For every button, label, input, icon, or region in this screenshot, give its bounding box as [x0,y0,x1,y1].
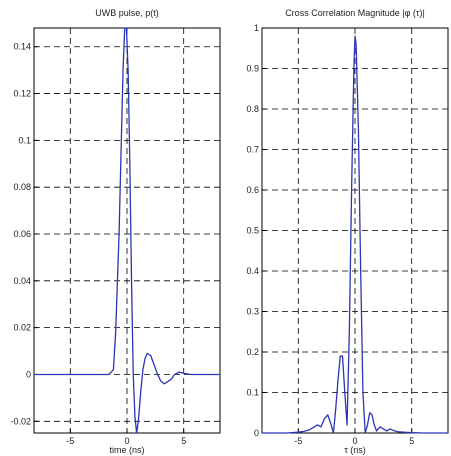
correlation-y-tick-label: 0.3 [246,307,259,317]
correlation-y-tick-label: 0.5 [246,226,259,236]
correlation-curve-layer [262,35,448,434]
pulse-chart: -0.02 0 0.02 0.04 0.06 0.08 0.1 0.12 0.14 -5 0 5 UW… [10,8,221,455]
correlation-grid [262,27,448,434]
pulse-y-tick-label: 0.08 [13,182,31,192]
correlation-x-axis-label: τ (ns) [344,445,366,455]
pulse-y-tick-label: 0.12 [13,89,31,99]
pulse-y-tick-label: 0.1 [18,135,31,145]
pulse-chart-title: UWB pulse, p(t) [95,8,159,18]
correlation-y-tick-label: 0.4 [246,266,259,276]
correlation-x-tick-label: -5 [294,436,302,446]
pulse-y-tick-label: 0.04 [13,276,31,286]
pulse-x-tick-label: 0 [124,436,129,446]
pulse-y-tick-label: -0.02 [10,416,31,426]
correlation-x-tick-label: 0 [352,436,357,446]
pulse-y-tick-label: 0 [26,369,31,379]
correlation-x-tick-label: 5 [409,436,414,446]
correlation-ticks: 0 0.1 0.2 0.3 0.4 0.5 0.6 0.7 0.8 0.9 1 -5 0 5 [246,23,414,446]
pulse-y-tick-label: 0.06 [13,229,31,239]
pulse-curve-layer [34,27,220,434]
pulse-y-tick-label: 0.14 [13,42,31,52]
pulse-x-tick-label: 5 [181,436,186,446]
correlation-y-tick-label: 0 [254,428,259,438]
correlation-curve [262,35,448,434]
correlation-y-tick-label: 0.8 [246,104,259,114]
pulse-x-tick-label: -5 [66,436,74,446]
correlation-y-tick-label: 0.9 [246,64,259,74]
pulse-x-axis-label: time (ns) [109,445,144,455]
correlation-chart: 0 0.1 0.2 0.3 0.4 0.5 0.6 0.7 0.8 0.9 1 -5 0 5 Cross … [246,8,449,455]
pulse-curve [34,27,220,434]
correlation-y-tick-label: 0.1 [246,388,259,398]
correlation-y-tick-label: 0.6 [246,185,259,195]
correlation-y-tick-label: 1 [254,23,259,33]
correlation-y-tick-label: 0.2 [246,347,259,357]
pulse-y-tick-label: 0.02 [13,323,31,333]
pulse-ticks: -0.02 0 0.02 0.04 0.06 0.08 0.1 0.12 0.14 -5 0 5 [10,42,186,446]
correlation-chart-title: Cross Correlation Magnitude |φ (τ)| [285,8,425,18]
correlation-y-tick-label: 0.7 [246,145,259,155]
